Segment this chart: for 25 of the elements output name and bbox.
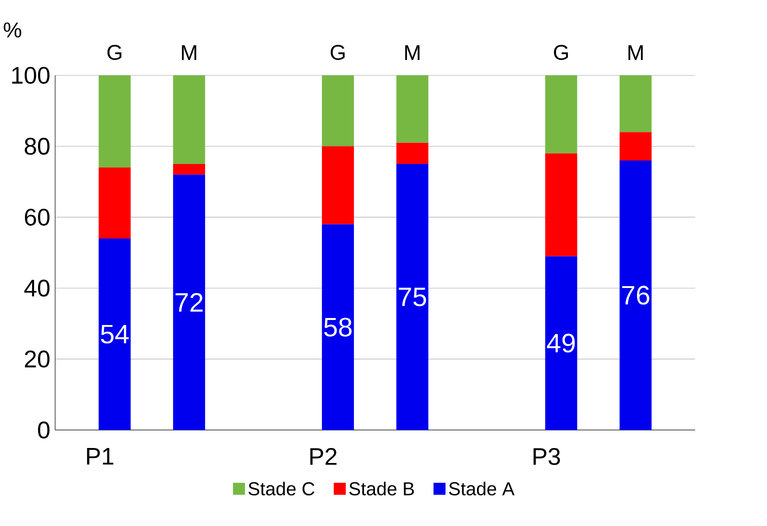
y-tick-label: 80 — [24, 138, 50, 155]
data-label: 58 — [324, 318, 352, 337]
y-tick-label: 100 — [12, 66, 50, 84]
data-label: 76 — [622, 286, 650, 305]
x-tick-label: G — [330, 44, 345, 60]
x-tick-label: M — [405, 45, 420, 60]
data-label: 75 — [398, 288, 426, 306]
y-tick-label: 0 — [38, 421, 50, 438]
legend-label: Stade B — [349, 482, 414, 496]
y-tick-label: 60 — [24, 208, 50, 226]
data-label: 72 — [176, 293, 203, 312]
text: P3 — [534, 448, 560, 466]
data-label: 54 — [100, 324, 129, 344]
x-tick-label: G — [107, 44, 122, 60]
text: P1 — [87, 448, 114, 465]
x-tick-label: M — [628, 45, 643, 60]
legend-label: Stade C — [248, 482, 314, 496]
y-tick-label: 40 — [24, 280, 50, 297]
text: P2 — [310, 448, 337, 465]
x-tick-label: M — [182, 45, 196, 60]
legend-label: Stade A — [449, 482, 515, 496]
y-tick-label: 20 — [24, 350, 50, 368]
data-label: 49 — [546, 334, 575, 353]
y-axis-title: % — [4, 22, 22, 38]
x-tick-label: G — [554, 44, 568, 60]
